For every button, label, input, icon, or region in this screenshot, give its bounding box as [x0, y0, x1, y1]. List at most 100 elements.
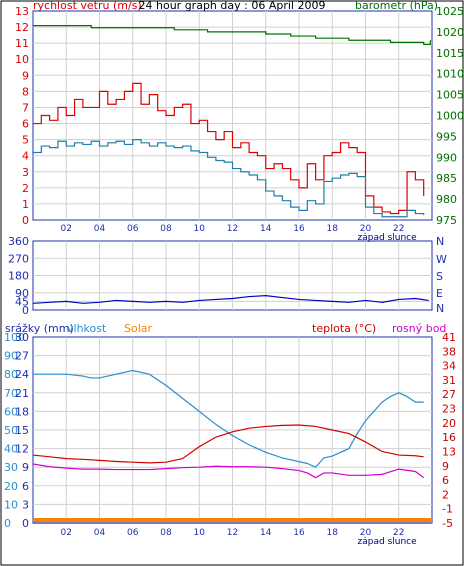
compass-label: N — [436, 235, 444, 248]
pressure-tick-label: 985 — [436, 172, 457, 185]
precip-tick-label: 27 — [15, 350, 29, 363]
x-tick-label: 10 — [194, 224, 206, 234]
x-tick-label: 10 — [194, 528, 206, 538]
precip-tick-label: 15 — [15, 424, 29, 437]
x-tick-label: 16 — [293, 528, 305, 538]
precip-tick-label: 9 — [22, 461, 29, 474]
direction-tick-label: 360 — [8, 235, 29, 248]
x-tick-label: 14 — [260, 224, 272, 234]
x-tick-label: 06 — [127, 224, 139, 234]
wind-tick-label: 5 — [22, 134, 29, 147]
x-tick-label: 08 — [160, 224, 172, 234]
x-tick-label: 08 — [160, 528, 172, 538]
wind-tick-label: 11 — [15, 37, 29, 50]
pressure-tick-label: 990 — [436, 151, 457, 164]
legend-label: vlhkost — [67, 322, 107, 335]
legend-label: srážky (mm) — [5, 322, 74, 335]
compass-label: E — [436, 287, 443, 300]
temp-tick-label: 20 — [442, 417, 456, 430]
pressure-tick-label: 1005 — [436, 89, 464, 102]
wind-tick-label: 0 — [22, 214, 29, 227]
x-tick-label: 22 — [393, 224, 404, 234]
wind-tick-label: 7 — [22, 101, 29, 114]
direction-tick-label: 45 — [15, 295, 29, 308]
compass-label: S — [436, 270, 443, 283]
humidity-tick-label: 20 — [4, 480, 18, 493]
temp-tick-label: -1 — [442, 503, 453, 516]
x-tick-label: 12 — [227, 528, 238, 538]
direction-tick-label: 180 — [8, 270, 29, 283]
legend-label: rosný bod — [392, 322, 446, 335]
temp-tick-label: 2 — [442, 488, 449, 501]
precip-tick-label: 12 — [15, 443, 29, 456]
series-gust — [33, 82, 425, 215]
wind-tick-label: 9 — [22, 69, 29, 82]
temp-tick-label: 16 — [442, 431, 456, 444]
series-dewpoint — [32, 463, 425, 479]
x-tick-label: 20 — [360, 528, 372, 538]
x-tick-label: 20 — [360, 224, 372, 234]
x-tick-label: 02 — [61, 528, 72, 538]
wind-tick-label: 12 — [15, 21, 29, 34]
x-tick-label: 16 — [293, 224, 305, 234]
humidity-tick-label: 10 — [4, 498, 18, 511]
humidity-tick-label: 30 — [4, 461, 18, 474]
humidity-tick-label: 0 — [4, 517, 11, 530]
precip-tick-label: 18 — [15, 405, 29, 418]
precip-tick-label: 30 — [15, 331, 29, 344]
temp-tick-label: 38 — [442, 345, 456, 358]
humidity-tick-label: 80 — [4, 368, 18, 381]
humidity-tick-label: 60 — [4, 405, 18, 418]
direction-tick-label: 0 — [22, 304, 29, 317]
wind-tick-label: 4 — [22, 150, 29, 163]
compass-label: W — [436, 253, 447, 266]
series-wind-direction — [32, 295, 429, 304]
temp-tick-label: 34 — [442, 360, 456, 373]
x-tick-label: 04 — [94, 224, 106, 234]
pressure-axis-title: barometr (hPa) — [355, 0, 438, 12]
precip-tick-label: 0 — [22, 517, 29, 530]
humidity-tick-label: 90 — [4, 350, 18, 363]
temp-tick-label: 27 — [442, 388, 456, 401]
wind-tick-label: 1 — [22, 198, 29, 211]
humidity-tick-label: 50 — [4, 424, 18, 437]
precip-tick-label: 6 — [22, 480, 29, 493]
precip-tick-label: 24 — [15, 368, 29, 381]
x-tick-label: 02 — [61, 224, 72, 234]
temp-tick-label: 31 — [442, 374, 456, 387]
temp-tick-label: -5 — [442, 517, 453, 530]
compass-label: N — [436, 302, 444, 315]
humidity-tick-label: 100 — [4, 331, 25, 344]
legend-label: Solar — [124, 322, 153, 335]
series-temperature — [32, 424, 424, 464]
pressure-tick-label: 1020 — [436, 26, 464, 39]
pressure-tick-label: 1010 — [436, 68, 464, 81]
x-tick-label: 06 — [127, 528, 139, 538]
x-tick-label: 04 — [94, 528, 106, 538]
pressure-tick-label: 980 — [436, 193, 457, 206]
temp-tick-label: 9 — [442, 460, 449, 473]
temp-tick-label: 41 — [442, 331, 456, 344]
pressure-tick-label: 995 — [436, 130, 457, 143]
pressure-tick-label: 975 — [436, 214, 457, 227]
sunset-label: západ slunce — [358, 233, 418, 243]
series-humidity — [33, 369, 424, 468]
pressure-tick-label: 1025 — [436, 5, 464, 18]
direction-tick-label: 270 — [8, 252, 29, 265]
direction-tick-label: 90 — [15, 287, 29, 300]
x-tick-label: 18 — [327, 528, 339, 538]
humidity-tick-label: 40 — [4, 443, 18, 456]
wind-tick-label: 3 — [22, 166, 29, 179]
wind-tick-label: 6 — [22, 118, 29, 131]
wind-tick-label: 13 — [15, 5, 29, 18]
wind-tick-label: 8 — [22, 85, 29, 98]
temp-tick-label: 23 — [442, 403, 456, 416]
wind-axis-title: rychlost vetru (m/s) — [33, 0, 142, 12]
humidity-tick-label: 70 — [4, 387, 18, 400]
pressure-tick-label: 1015 — [436, 47, 464, 60]
temp-tick-label: 6 — [442, 474, 449, 487]
wind-tick-label: 10 — [15, 53, 29, 66]
